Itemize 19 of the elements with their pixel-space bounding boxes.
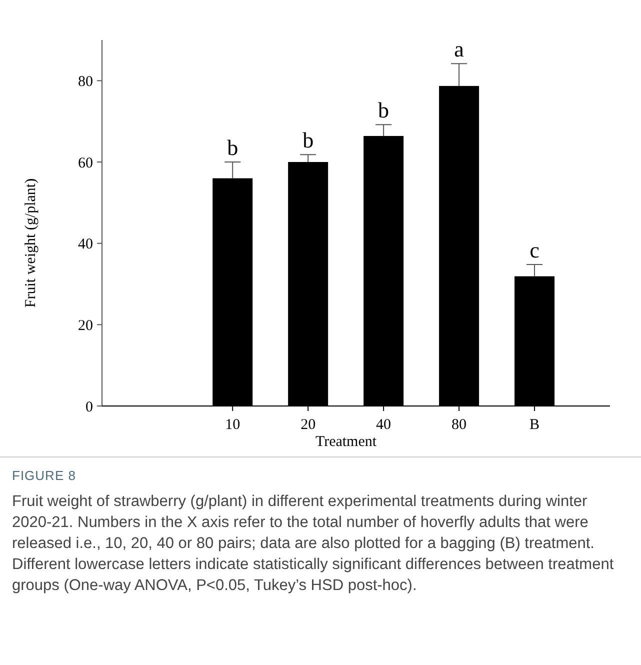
x-axis-title: Treatment [315,434,378,450]
annotation: c [530,237,540,262]
x-tick-label: 20 [300,417,316,433]
x-tick-label: B [530,417,540,433]
x-tick-label: 80 [452,417,467,433]
y-tick-label: 0 [86,399,93,416]
annotation: b [227,135,238,160]
y-tick-label: 80 [78,74,93,90]
y-tick-label: 40 [78,236,93,253]
x-tick-label: 40 [376,417,392,433]
y-tick-label: 20 [78,318,93,334]
x-tick-label: 10 [225,417,240,433]
annotation: b [302,128,314,153]
text: Fruit weight of strawberry (g/plant) in different experimental treatments during winter 2020-21. Numbers in the X axis refer to the total number of hoverfly adults that were released i.e., 10, 20, 40 or 80 pairs; data are also plotted for a bagging (B) treatment. Different lowercase letters indicate statistically significant differences between treatment groups (One-way ANOVA, P<0.05, Tukey’s HSD post-hoc). [12,492,615,596]
y-tick-label: 60 [78,155,93,172]
y-axis-title: Fruit weight (g/plant) [23,178,39,308]
text: FIGURE 8 [12,468,77,483]
annotation: b [378,98,390,123]
annotation: a [454,36,464,62]
